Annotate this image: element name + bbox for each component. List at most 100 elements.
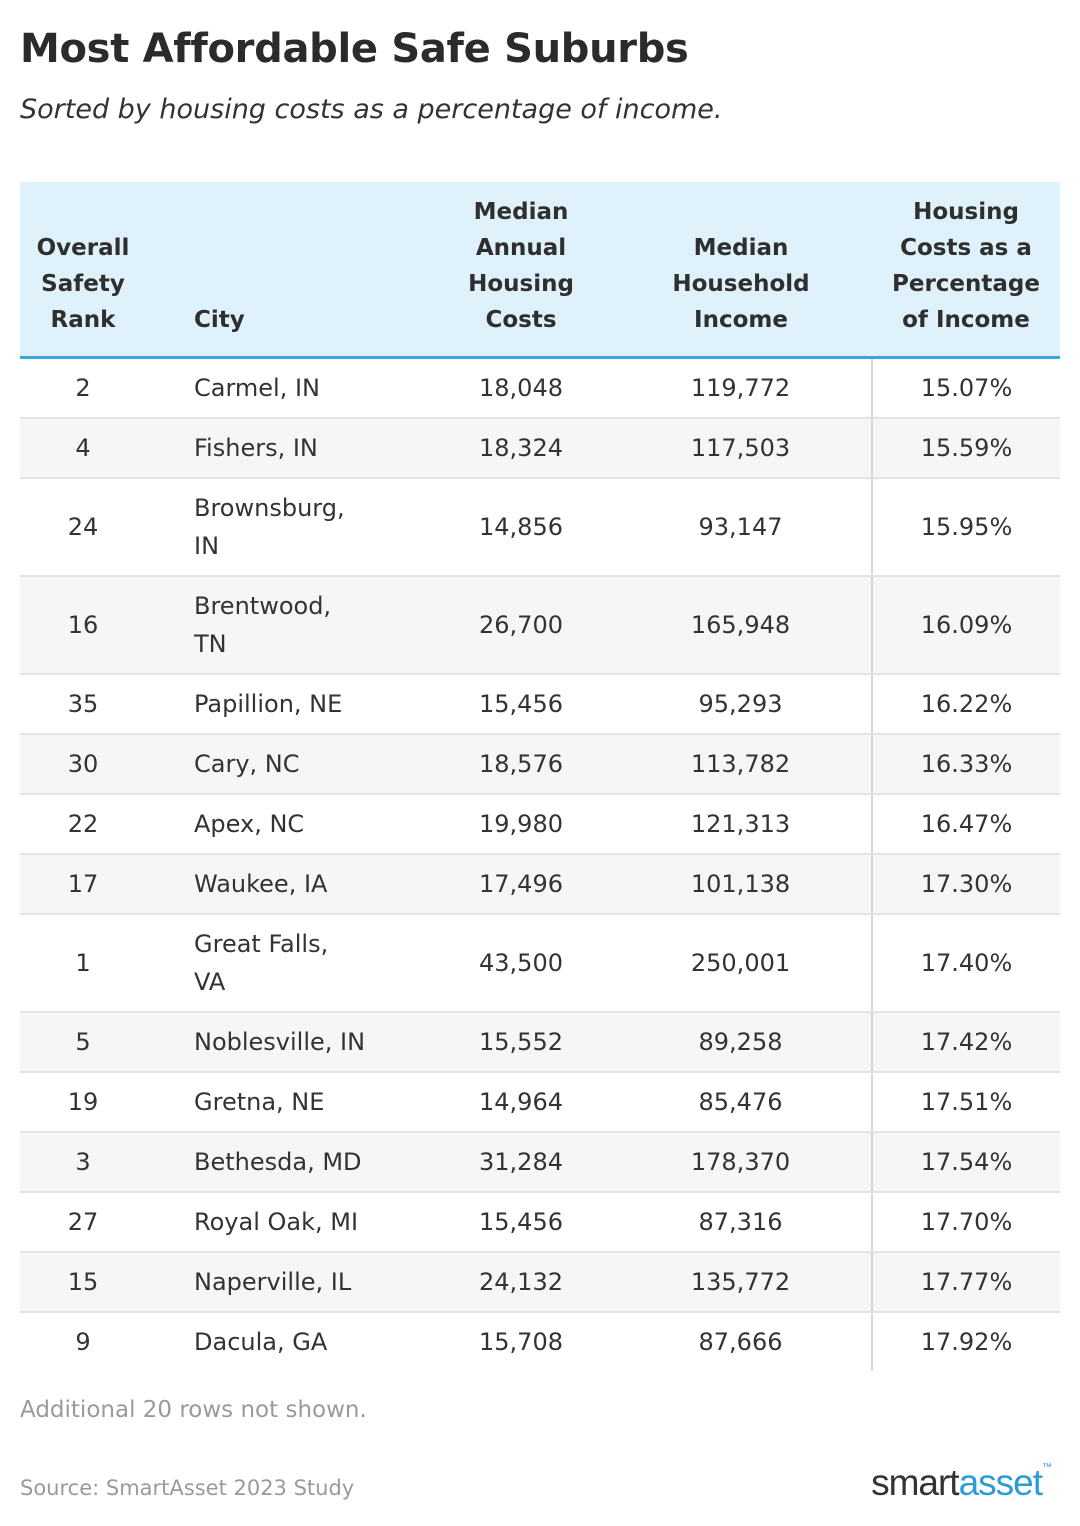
percentage-cell: 17.51% bbox=[871, 1071, 1060, 1133]
table-body: 2 Carmel, IN 18,048 119,772 15.07% 4 Fishers, … bbox=[20, 357, 1060, 1371]
rank-cell: 16 bbox=[20, 575, 146, 675]
table-row: 5 Noblesville, IN 15,552 89,258 17.42% bbox=[20, 1011, 1060, 1073]
city-name-line: Noblesville, IN bbox=[194, 1027, 366, 1056]
housing-costs-cell: 14,964 bbox=[432, 1071, 610, 1133]
household-income-cell: 85,476 bbox=[610, 1071, 872, 1133]
percentage-cell: 16.33% bbox=[871, 733, 1060, 795]
household-income-cell: 95,293 bbox=[610, 673, 872, 735]
header-percentage-of-income: Housing Costs as a Percentage of Income bbox=[872, 182, 1060, 359]
household-income-cell: 178,370 bbox=[610, 1131, 872, 1193]
city-name-line: Cary, NC bbox=[194, 749, 300, 778]
city-name-line: VA bbox=[194, 967, 226, 996]
housing-costs-cell: 18,048 bbox=[432, 357, 610, 419]
header-city: City bbox=[146, 182, 432, 359]
city-name-line: Naperville, IL bbox=[194, 1267, 352, 1296]
city-name-line: Brownsburg, bbox=[194, 493, 345, 522]
household-income-cell: 250,001 bbox=[610, 913, 872, 1013]
city-cell: Cary, NC bbox=[146, 733, 432, 795]
household-income-cell: 135,772 bbox=[610, 1251, 872, 1313]
table-row: 2 Carmel, IN 18,048 119,772 15.07% bbox=[20, 357, 1060, 419]
logo-smart-text: smart bbox=[871, 1462, 959, 1503]
household-income-cell: 165,948 bbox=[610, 575, 872, 675]
city-name-line: IN bbox=[194, 531, 220, 560]
percentage-cell: 17.77% bbox=[871, 1251, 1060, 1313]
household-income-cell: 113,782 bbox=[610, 733, 872, 795]
header-rank: Overall Safety Rank bbox=[20, 182, 146, 359]
city-name-line: Great Falls, bbox=[194, 929, 329, 958]
household-income-cell: 93,147 bbox=[610, 477, 872, 577]
city-cell: Brownsburg, IN bbox=[146, 477, 432, 577]
rank-cell: 27 bbox=[20, 1191, 146, 1253]
percentage-cell: 16.09% bbox=[871, 575, 1060, 675]
city-cell: Noblesville, IN bbox=[146, 1011, 432, 1073]
header-pct-line: Housing bbox=[913, 198, 1019, 225]
percentage-cell: 17.40% bbox=[871, 913, 1060, 1013]
city-cell: Royal Oak, MI bbox=[146, 1191, 432, 1253]
household-income-cell: 101,138 bbox=[610, 853, 872, 915]
header-city-line: City bbox=[194, 306, 245, 333]
header-housing-line: Costs bbox=[485, 306, 557, 333]
table-row: 1 Great Falls, VA 43,500 250,001 17.40% bbox=[20, 913, 1060, 1013]
percentage-cell: 17.30% bbox=[871, 853, 1060, 915]
percentage-cell: 15.07% bbox=[871, 357, 1060, 419]
table-row: 3 Bethesda, MD 31,284 178,370 17.54% bbox=[20, 1131, 1060, 1193]
housing-costs-cell: 15,552 bbox=[432, 1011, 610, 1073]
percentage-cell: 15.59% bbox=[871, 417, 1060, 479]
table-row: 17 Waukee, IA 17,496 101,138 17.30% bbox=[20, 853, 1060, 915]
city-name-line: Carmel, IN bbox=[194, 373, 321, 402]
header-rank-line: Overall bbox=[36, 234, 130, 261]
table-row: 15 Naperville, IL 24,132 135,772 17.77% bbox=[20, 1251, 1060, 1313]
table-row: 27 Royal Oak, MI 15,456 87,316 17.70% bbox=[20, 1191, 1060, 1253]
header-housing-line: Annual bbox=[475, 234, 567, 261]
header-household-income: Median Household Income bbox=[610, 182, 872, 359]
header-income-line: Household bbox=[672, 270, 810, 297]
city-name-line: Papillion, NE bbox=[194, 689, 343, 718]
percentage-cell: 15.95% bbox=[871, 477, 1060, 577]
housing-costs-cell: 19,980 bbox=[432, 793, 610, 855]
rank-cell: 35 bbox=[20, 673, 146, 735]
city-name-line: Bethesda, MD bbox=[194, 1147, 362, 1176]
chart-subtitle: Sorted by housing costs as a percentage … bbox=[20, 94, 723, 125]
city-cell: Carmel, IN bbox=[146, 357, 432, 419]
header-housing-line: Median bbox=[473, 198, 569, 225]
city-name-line: Fishers, IN bbox=[194, 433, 318, 462]
city-name-line: Waukee, IA bbox=[194, 869, 328, 898]
city-cell: Brentwood, TN bbox=[146, 575, 432, 675]
household-income-cell: 87,316 bbox=[610, 1191, 872, 1253]
table-row: 4 Fishers, IN 18,324 117,503 15.59% bbox=[20, 417, 1060, 479]
household-income-cell: 87,666 bbox=[698, 1327, 783, 1356]
city-cell: Apex, NC bbox=[146, 793, 432, 855]
city-name-line: TN bbox=[194, 629, 227, 658]
housing-costs-cell: 24,132 bbox=[432, 1251, 610, 1313]
percentage-cell: 17.54% bbox=[871, 1131, 1060, 1193]
header-rank-line: Safety bbox=[41, 270, 125, 297]
table-header-row: Overall Safety Rank City Median Annual H… bbox=[20, 182, 1060, 359]
table-row: 30 Cary, NC 18,576 113,782 16.33% bbox=[20, 733, 1060, 795]
housing-costs-cell: 26,700 bbox=[432, 575, 610, 675]
household-income-cell: 117,503 bbox=[610, 417, 872, 479]
table-row: 24 Brownsburg, IN 14,856 93,147 15.95% bbox=[20, 477, 1060, 577]
rank-cell: 9 bbox=[75, 1327, 91, 1356]
rank-cell: 1 bbox=[20, 913, 146, 1013]
housing-costs-cell: 18,324 bbox=[432, 417, 610, 479]
logo-asset-text: asset bbox=[958, 1462, 1043, 1503]
logo-trademark: ™ bbox=[1042, 1462, 1052, 1473]
header-pct-line: of Income bbox=[902, 306, 1030, 333]
table-row: 9 Dacula, GA 15,708 87,666 17.92% bbox=[20, 1311, 1060, 1371]
city-name-line: Royal Oak, MI bbox=[194, 1207, 359, 1236]
rank-cell: 19 bbox=[20, 1071, 146, 1133]
table-row: 16 Brentwood, TN 26,700 165,948 16.09% bbox=[20, 575, 1060, 675]
rank-cell: 15 bbox=[20, 1251, 146, 1313]
chart-title: Most Affordable Safe Suburbs bbox=[20, 26, 689, 72]
rank-cell: 4 bbox=[20, 417, 146, 479]
household-income-cell: 121,313 bbox=[610, 793, 872, 855]
housing-costs-cell: 18,576 bbox=[432, 733, 610, 795]
household-income-cell: 89,258 bbox=[610, 1011, 872, 1073]
city-cell: Waukee, IA bbox=[146, 853, 432, 915]
table-row: 35 Papillion, NE 15,456 95,293 16.22% bbox=[20, 673, 1060, 735]
header-income-line: Income bbox=[694, 306, 788, 333]
percentage-cell: 17.92% bbox=[871, 1311, 1060, 1371]
percentage-cell: 17.42% bbox=[871, 1011, 1060, 1073]
percentage-cell: 16.47% bbox=[871, 793, 1060, 855]
header-income-line: Median bbox=[693, 234, 789, 261]
